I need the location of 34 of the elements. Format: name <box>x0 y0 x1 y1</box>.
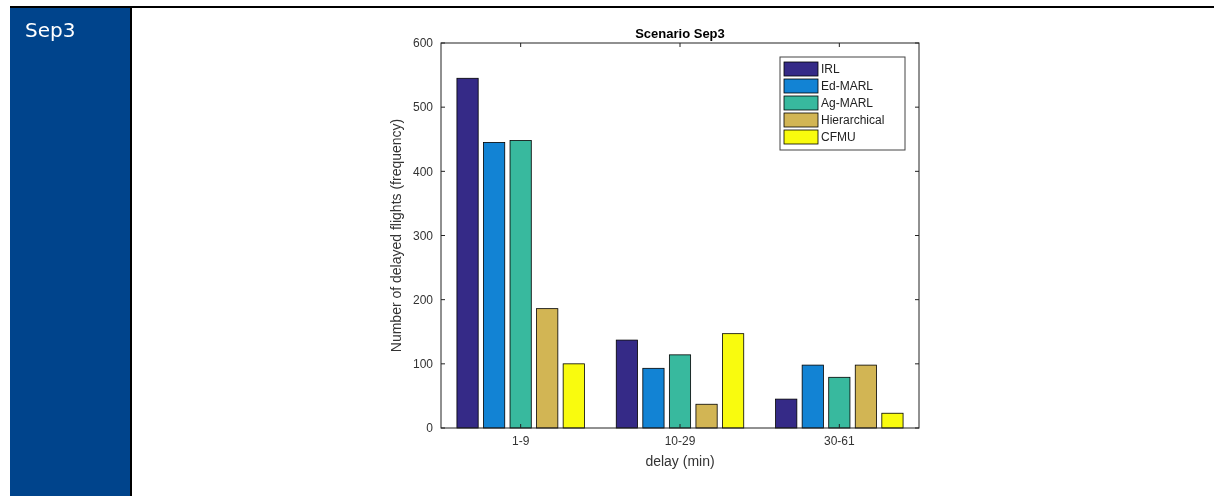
y-tick-label: 600 <box>412 36 434 51</box>
bar <box>456 77 479 429</box>
legend-label: Hierarchical <box>821 113 885 128</box>
x-tick-label: 30-61 <box>823 434 855 448</box>
x-axis-title: delay (min) <box>645 453 715 469</box>
x-tick-label: 1-9 <box>511 434 530 448</box>
bar <box>509 140 532 429</box>
legend-label: Ed-MARL <box>821 79 874 94</box>
chart-title: Scenario Sep3 <box>635 26 725 41</box>
bar <box>881 412 904 429</box>
bar <box>695 403 718 429</box>
bar <box>668 354 692 429</box>
bar <box>775 398 798 429</box>
legend-label: CFMU <box>821 130 856 145</box>
y-tick-label: 300 <box>412 228 434 243</box>
y-tick-label: 400 <box>412 164 434 179</box>
y-tick-label: 200 <box>412 292 434 307</box>
legend-label: IRL <box>821 62 840 77</box>
bar <box>801 364 824 429</box>
bar <box>562 363 585 429</box>
bar <box>828 376 851 429</box>
bar <box>854 364 877 429</box>
bar <box>483 142 506 429</box>
y-tick-label: 0 <box>426 421 434 436</box>
y-axis-title: Number of delayed flights (frequency) <box>388 118 404 353</box>
x-tick-label: 10-29 <box>664 434 696 448</box>
bar <box>615 339 638 429</box>
bar <box>536 308 559 429</box>
bar <box>642 367 665 429</box>
legend-label: Ag-MARL <box>821 96 874 111</box>
y-tick-label: 500 <box>412 100 434 115</box>
bar <box>722 333 745 429</box>
y-tick-label: 100 <box>412 357 434 372</box>
text: Sep3 <box>25 18 76 42</box>
